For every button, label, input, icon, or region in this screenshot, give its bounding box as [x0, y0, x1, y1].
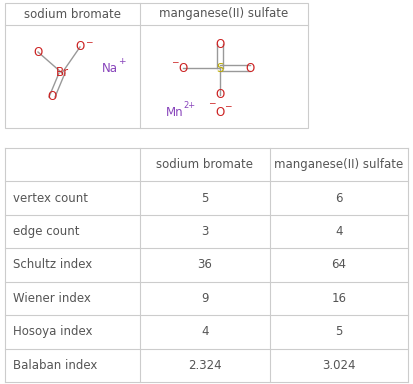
Text: 64: 64 [332, 258, 347, 271]
Text: edge count: edge count [13, 225, 79, 238]
Text: 2.324: 2.324 [188, 359, 222, 372]
Text: Na: Na [102, 61, 118, 74]
Text: Hosoya index: Hosoya index [13, 325, 93, 338]
Text: −: − [224, 101, 232, 111]
Text: 9: 9 [201, 292, 209, 305]
Text: 5: 5 [335, 325, 343, 338]
Text: manganese(II) sulfate: manganese(II) sulfate [274, 158, 404, 171]
Text: −: − [208, 99, 216, 108]
Text: S: S [216, 61, 224, 74]
Text: manganese(II) sulfate: manganese(II) sulfate [159, 8, 289, 20]
Text: Balaban index: Balaban index [13, 359, 97, 372]
Text: Schultz index: Schultz index [13, 258, 92, 271]
Text: +: + [118, 58, 126, 66]
Text: O: O [215, 38, 225, 51]
Text: Br: Br [55, 66, 69, 79]
Text: Wiener index: Wiener index [13, 292, 91, 305]
Text: 3.024: 3.024 [322, 359, 356, 372]
Text: 5: 5 [201, 192, 209, 205]
Text: O: O [47, 91, 57, 104]
Text: O: O [178, 61, 188, 74]
Text: 6: 6 [335, 192, 343, 205]
Text: O: O [215, 106, 225, 119]
Bar [5, 3, 308, 128]
Text: sodium bromate: sodium bromate [24, 8, 121, 20]
Text: 4: 4 [201, 325, 209, 338]
Text: 16: 16 [332, 292, 347, 305]
Text: O: O [245, 61, 255, 74]
Text: −: − [85, 38, 93, 46]
Text: −: − [171, 58, 179, 66]
Text: 2+: 2+ [183, 101, 195, 111]
Text: sodium bromate: sodium bromate [157, 158, 254, 171]
Text: 36: 36 [197, 258, 212, 271]
Text: 3: 3 [201, 225, 209, 238]
Text: 4: 4 [335, 225, 343, 238]
Text: O: O [215, 88, 225, 101]
Text: O: O [33, 45, 43, 58]
Text: O: O [76, 40, 85, 53]
Text: Mn: Mn [166, 106, 184, 119]
Text: vertex count: vertex count [13, 192, 88, 205]
